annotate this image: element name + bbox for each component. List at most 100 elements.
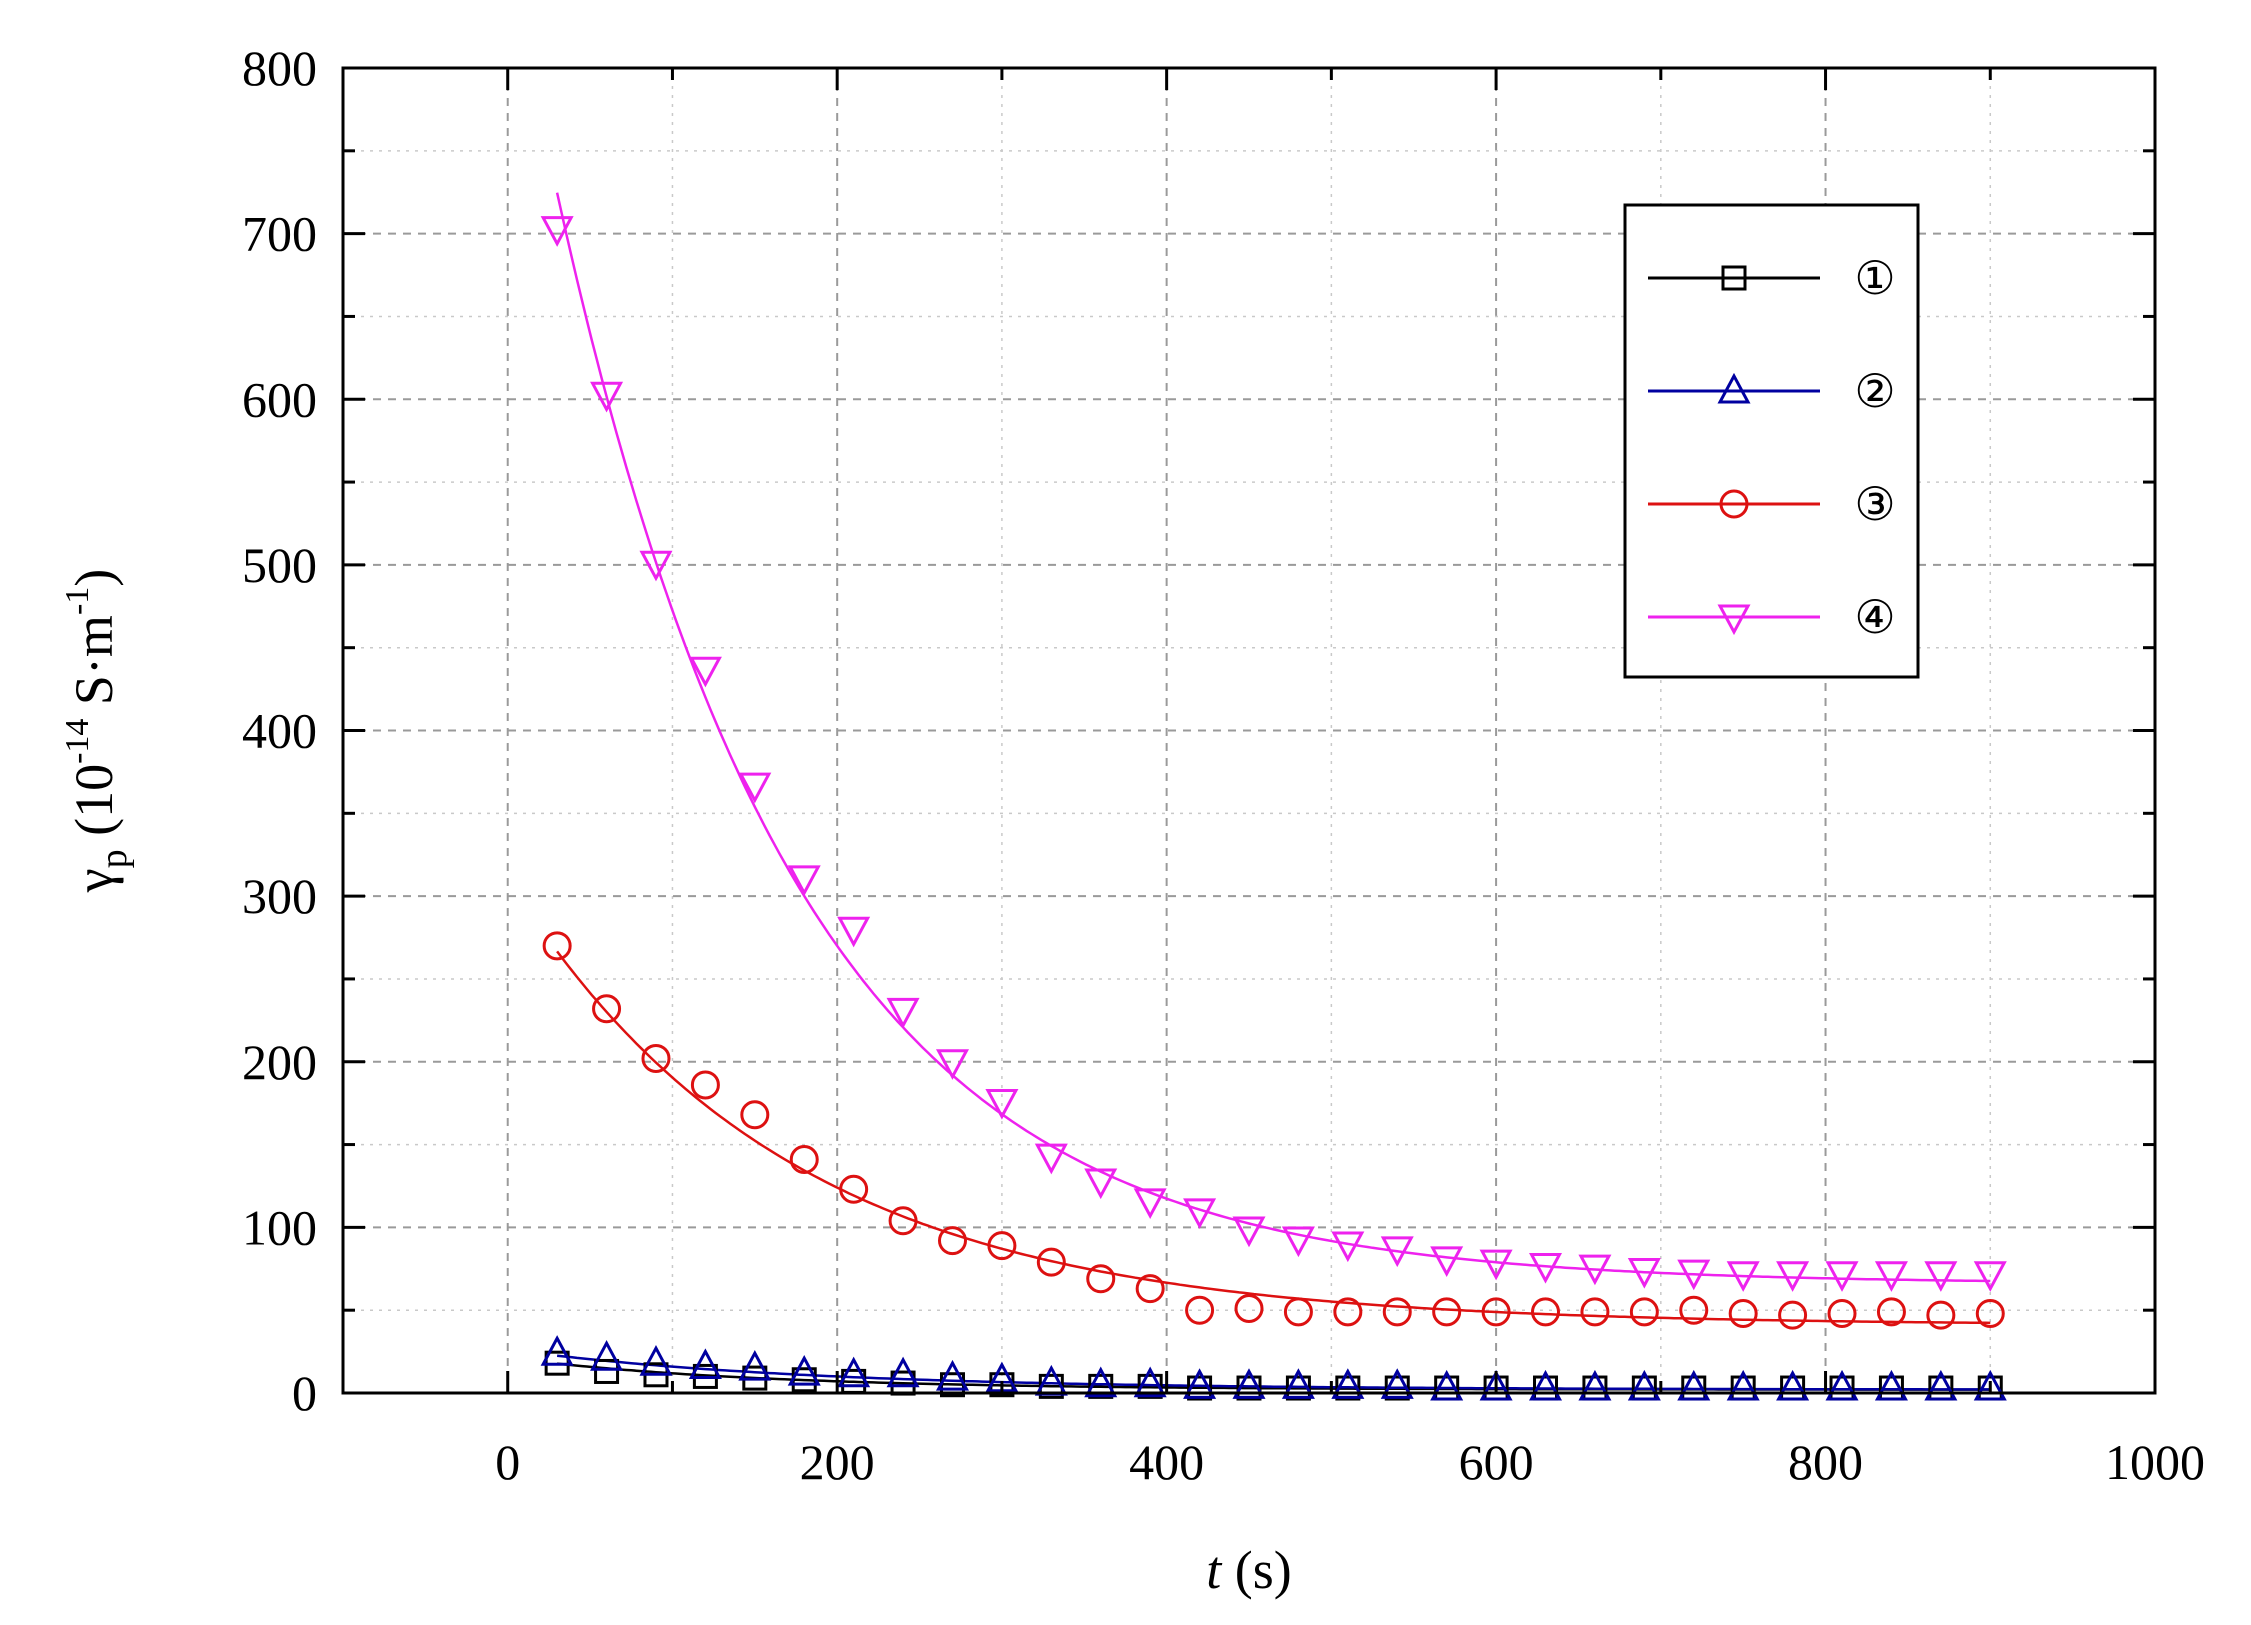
data-point-series-3 xyxy=(1135,1274,1165,1304)
data-point-series-3 xyxy=(888,1206,918,1236)
data-point-series-2 xyxy=(639,1345,673,1376)
data-point-series-4 xyxy=(837,916,871,948)
data-point-series-4 xyxy=(639,550,673,582)
y-tick-label: 400 xyxy=(242,703,317,759)
data-point-series-2 xyxy=(738,1349,772,1381)
y-tick-label: 0 xyxy=(292,1365,317,1421)
legend-label-2: ② xyxy=(1854,366,1895,417)
data-point-series-2 xyxy=(1232,1368,1266,1399)
data-point-series-4 xyxy=(985,1089,1019,1120)
data-point-series-2 xyxy=(1578,1369,1612,1401)
data-point-series-2 xyxy=(688,1348,722,1379)
data-point-series-3 xyxy=(1333,1297,1363,1327)
data-point-series-2 xyxy=(1380,1368,1414,1399)
legend-box xyxy=(1623,203,1920,679)
y-tick-label: 500 xyxy=(242,537,317,593)
data-point-series-3 xyxy=(1728,1299,1758,1328)
data-point-series-2 xyxy=(1776,1369,1810,1401)
x-tick-label: 1000 xyxy=(2105,1434,2205,1490)
legend-label-3: ③ xyxy=(1854,479,1895,530)
data-point-series-4 xyxy=(738,772,772,804)
data-point-series-4 xyxy=(1281,1226,1315,1258)
data-point-series-3 xyxy=(1580,1297,1610,1327)
data-point-series-1 xyxy=(1187,1375,1213,1401)
y-tick-label: 800 xyxy=(242,40,317,96)
grid xyxy=(343,68,2155,1393)
data-point-series-4 xyxy=(1084,1168,1118,1200)
data-point-series-4 xyxy=(1528,1252,1563,1284)
data-point-series-4 xyxy=(1874,1261,1908,1292)
data-point-series-3 xyxy=(1086,1264,1116,1294)
y-tick-label: 200 xyxy=(242,1034,317,1090)
data-point-series-3 xyxy=(1234,1294,1264,1324)
data-point-series-2 xyxy=(787,1354,821,1386)
data-point-series-4 xyxy=(1331,1231,1365,1263)
data-point-series-4 xyxy=(935,1049,970,1080)
legend: ① ② ③ ④ xyxy=(1623,203,1920,679)
data-point-series-4 xyxy=(1232,1216,1266,1248)
data-point-series-2 xyxy=(1924,1369,1958,1401)
data-point-series-3 xyxy=(1036,1247,1066,1277)
data-point-series-4 xyxy=(1627,1257,1661,1289)
data-point-series-3 xyxy=(1926,1300,1956,1330)
data-point-series-4 xyxy=(1924,1261,1958,1292)
data-point-series-2 xyxy=(1726,1369,1760,1401)
data-point-series-3 xyxy=(542,931,572,961)
data-point-series-4 xyxy=(1973,1261,2007,1292)
legend-marker-2 xyxy=(1717,372,1751,404)
legend-label-1: ① xyxy=(1854,253,1895,304)
data-point-series-3 xyxy=(1975,1299,2005,1328)
y-tick-label: 600 xyxy=(242,371,317,427)
data-point-series-2 xyxy=(1430,1369,1464,1401)
y-tick-label: 100 xyxy=(242,1199,317,1255)
data-point-series-4 xyxy=(1034,1143,1068,1175)
data-point-series-3 xyxy=(839,1174,869,1204)
x-tick-label: 400 xyxy=(1129,1434,1204,1490)
data-point-series-4 xyxy=(688,656,722,688)
data-point-series-1 xyxy=(1088,1373,1114,1399)
data-point-series-3 xyxy=(937,1226,967,1256)
data-point-series-3 xyxy=(1531,1297,1561,1327)
data-point-series-4 xyxy=(540,216,574,247)
x-tick-label: 600 xyxy=(1459,1434,1534,1490)
data-point-series-2 xyxy=(1331,1368,1365,1399)
legend-marker-4 xyxy=(1717,604,1751,636)
data-point-series-3 xyxy=(1481,1297,1511,1327)
data-point-series-4 xyxy=(1183,1198,1217,1229)
data-point-series-2 xyxy=(1677,1369,1711,1401)
data-point-series-1 xyxy=(1335,1375,1361,1401)
x-axis-title: t (s) xyxy=(1206,1540,1292,1600)
data-point-series-2 xyxy=(886,1356,920,1388)
data-point-series-2 xyxy=(540,1335,574,1366)
data-point-series-3 xyxy=(592,994,622,1024)
legend-label-4: ④ xyxy=(1854,592,1895,643)
y-axis-title: γp (10-14 S·m-1) xyxy=(59,569,135,894)
data-point-series-3 xyxy=(1629,1297,1659,1327)
data-point-series-3 xyxy=(1876,1297,1906,1327)
data-point-series-2 xyxy=(1183,1368,1217,1399)
data-point-series-2 xyxy=(1084,1366,1118,1398)
data-point-series-2 xyxy=(1874,1369,1908,1401)
data-point-series-4 xyxy=(590,381,624,413)
data-point-series-3 xyxy=(1679,1295,1709,1325)
fit-line-series-3 xyxy=(556,950,1991,1325)
data-point-series-1 xyxy=(1137,1373,1163,1399)
data-point-series-3 xyxy=(987,1231,1017,1261)
data-point-series-3 xyxy=(1432,1297,1462,1327)
data-point-series-2 xyxy=(590,1340,624,1371)
data-point-series-2 xyxy=(1479,1369,1513,1401)
legend-marker-1 xyxy=(1721,265,1747,291)
data-point-series-1 xyxy=(1236,1375,1262,1401)
data-point-series-4 xyxy=(1726,1261,1760,1292)
data-point-series-4 xyxy=(1776,1261,1810,1292)
data-point-series-2 xyxy=(837,1356,871,1388)
data-point-series-4 xyxy=(886,997,920,1029)
data-point-series-1 xyxy=(1384,1375,1410,1401)
data-point-series-3 xyxy=(1827,1299,1857,1328)
data-point-series-2 xyxy=(935,1359,970,1391)
x-tick-label: 800 xyxy=(1788,1434,1863,1490)
data-point-series-2 xyxy=(1627,1369,1661,1401)
y-tick-label: 700 xyxy=(242,206,317,262)
data-markers xyxy=(540,216,2007,1401)
